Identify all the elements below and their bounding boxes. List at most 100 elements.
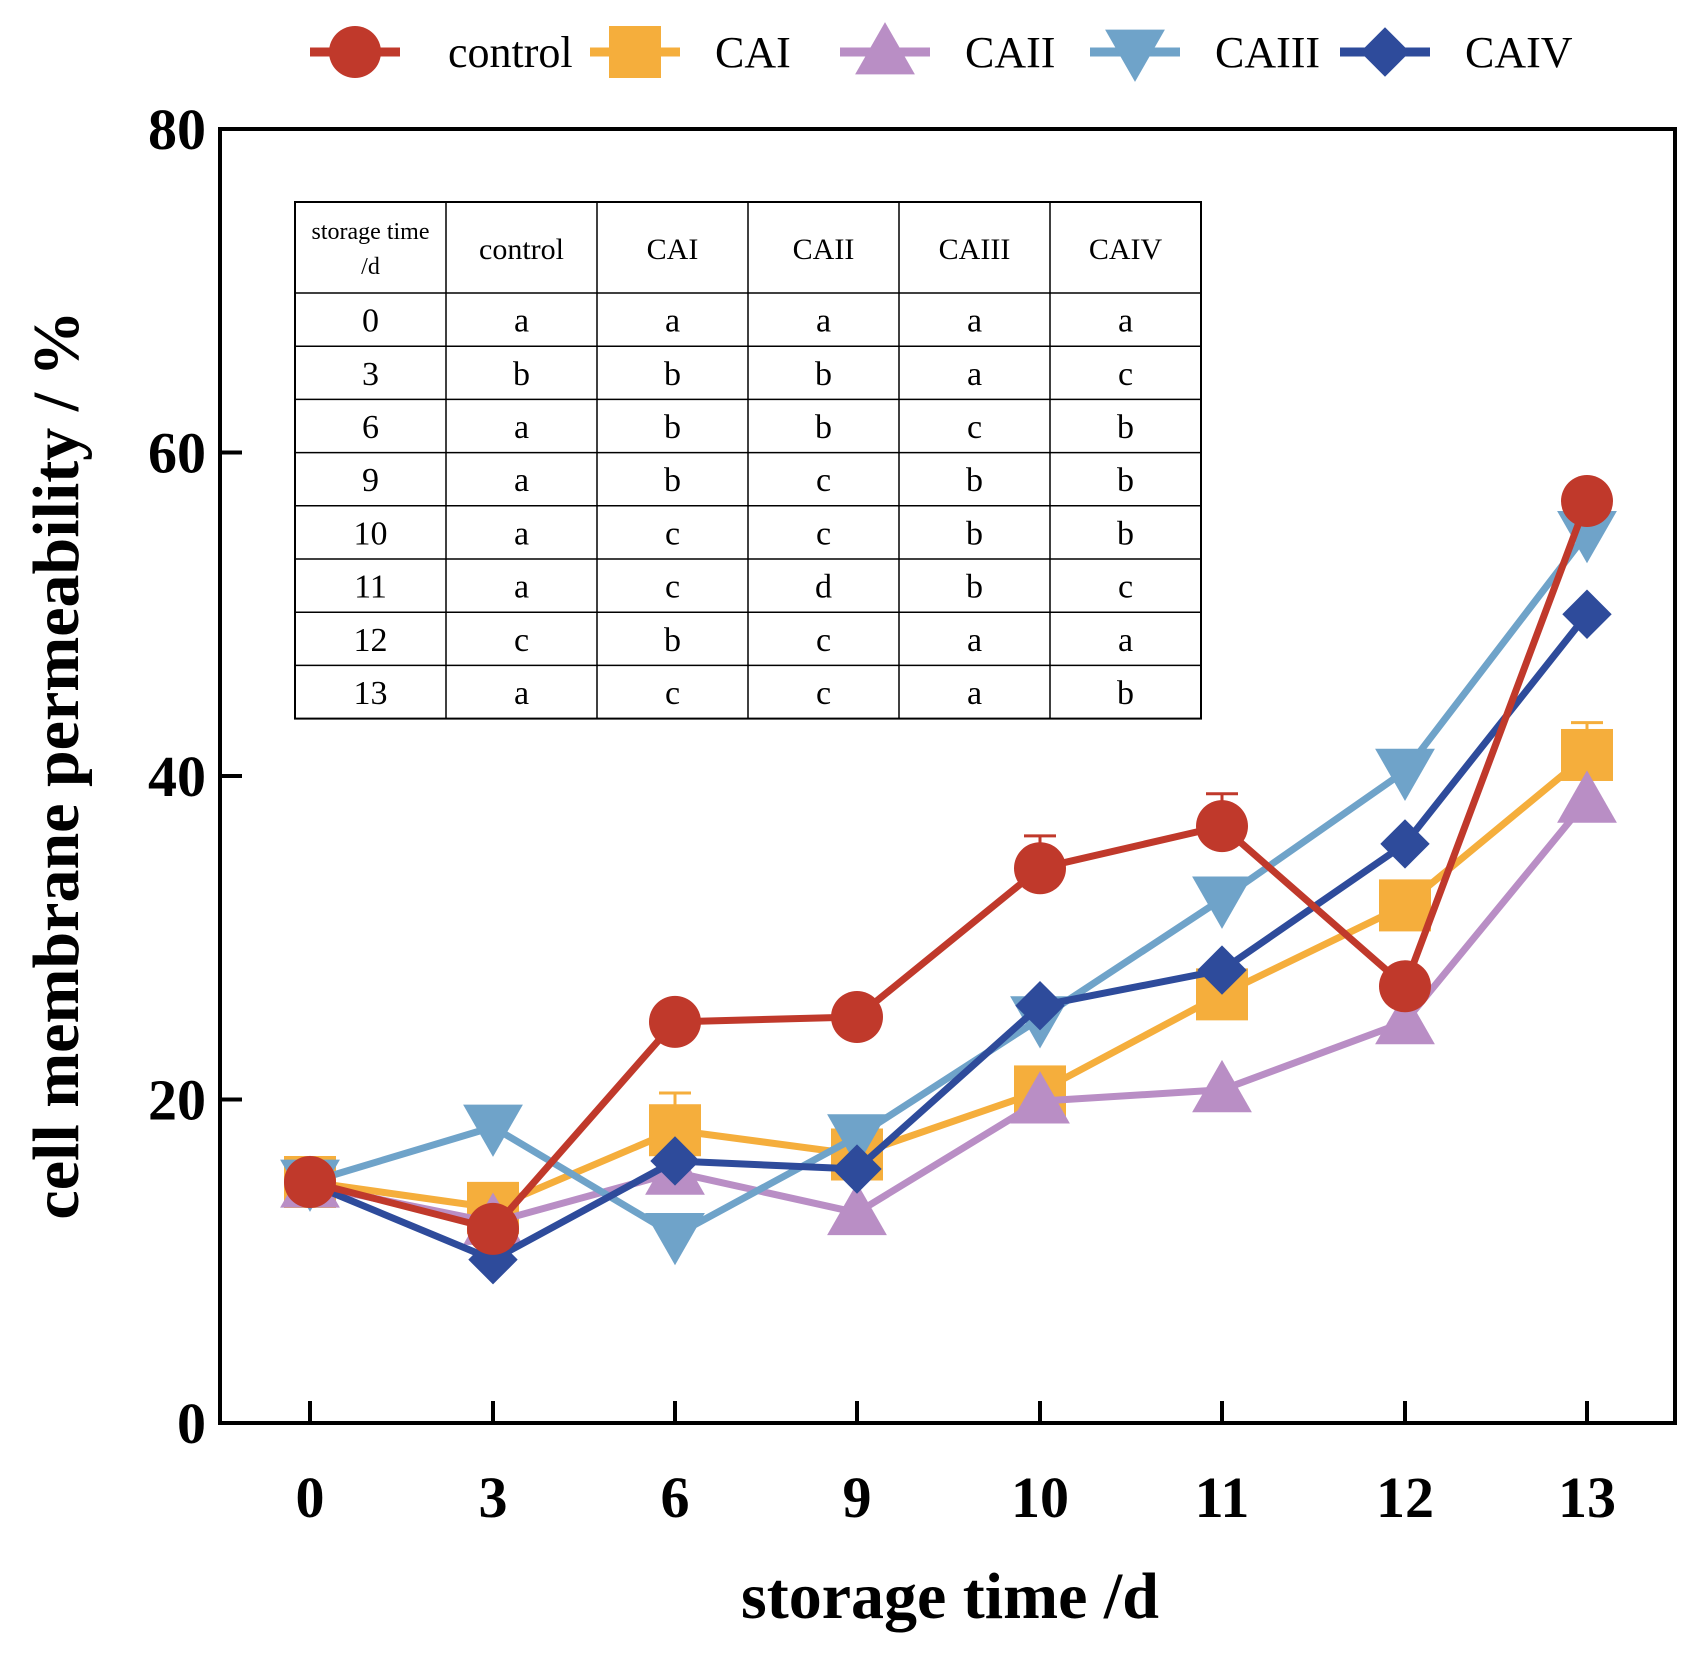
table-day-cell: 0 bbox=[362, 303, 379, 340]
table-letter-cell: c bbox=[1118, 569, 1133, 606]
data-point bbox=[1561, 475, 1613, 528]
legend-label: control bbox=[448, 28, 573, 77]
table-day-cell: 9 bbox=[362, 462, 379, 499]
legend-label: CAIV bbox=[1465, 28, 1573, 77]
data-point bbox=[467, 1202, 519, 1255]
legend-marker bbox=[329, 26, 381, 78]
table-letter-cell: a bbox=[967, 622, 982, 659]
series-control bbox=[284, 475, 1613, 1255]
series-line bbox=[308, 612, 1590, 1264]
table-day-cell: 10 bbox=[354, 515, 388, 552]
legend-item-CAI: CAI bbox=[590, 26, 791, 78]
data-point bbox=[827, 1114, 887, 1167]
table-letter-cell: a bbox=[967, 303, 982, 340]
y-tick-label: 40 bbox=[148, 744, 206, 809]
table-letter-cell: a bbox=[514, 569, 529, 606]
table-header-cell: CAIV bbox=[1089, 233, 1163, 266]
table-letter-cell: a bbox=[514, 409, 529, 446]
table-letter-cell: a bbox=[967, 675, 982, 712]
legend-label: CAI bbox=[715, 28, 791, 77]
table-letter-cell: a bbox=[514, 303, 529, 340]
data-point bbox=[832, 1144, 882, 1194]
table-header-cell: CAI bbox=[647, 233, 699, 266]
table-letter-cell: b bbox=[1117, 675, 1134, 712]
x-tick-label: 0 bbox=[296, 1465, 325, 1530]
table-letter-cell: a bbox=[514, 675, 529, 712]
table-letter-cell: b bbox=[1117, 515, 1134, 552]
x-tick-label: 9 bbox=[843, 1465, 872, 1530]
legend-marker bbox=[609, 26, 661, 78]
table-day-cell: 3 bbox=[362, 356, 379, 393]
table-letter-cell: c bbox=[816, 515, 831, 552]
data-point bbox=[1015, 980, 1065, 1031]
x-axis-title: storage time /d bbox=[741, 1560, 1159, 1633]
legend-marker bbox=[855, 22, 915, 75]
table-day-cell: 11 bbox=[354, 569, 387, 606]
y-tick-label: 80 bbox=[148, 97, 206, 162]
series-line bbox=[309, 798, 1590, 1226]
y-tick-label: 0 bbox=[177, 1391, 206, 1456]
series-group bbox=[280, 475, 1617, 1285]
x-tick-label: 10 bbox=[1011, 1465, 1069, 1530]
table-letter-cell: a bbox=[665, 303, 680, 340]
table-letter-cell: b bbox=[815, 356, 832, 393]
series-line bbox=[309, 499, 1591, 1233]
data-point bbox=[1375, 991, 1435, 1045]
data-point bbox=[1010, 1071, 1070, 1124]
table-day-cell: 12 bbox=[354, 622, 388, 659]
legend-item-CAII: CAII bbox=[840, 22, 1055, 77]
table-letter-cell: b bbox=[966, 515, 983, 552]
data-point bbox=[463, 1104, 523, 1157]
data-point bbox=[1380, 819, 1430, 869]
data-point bbox=[650, 1136, 700, 1186]
legend-item-CAIII: CAIII bbox=[1090, 28, 1320, 82]
table-header-cell: CAII bbox=[793, 233, 855, 266]
table-letter-cell: b bbox=[815, 409, 832, 446]
table-letter-cell: b bbox=[664, 356, 681, 393]
series-CAIII bbox=[280, 510, 1617, 1266]
table-letter-cell: b bbox=[1117, 409, 1134, 446]
series-line bbox=[308, 531, 1590, 1239]
table-letter-cell: a bbox=[1118, 303, 1133, 340]
legend-item-control: control bbox=[310, 26, 573, 78]
data-point bbox=[1197, 945, 1247, 995]
table-letter-cell: c bbox=[514, 622, 529, 659]
table-letter-cell: a bbox=[514, 515, 529, 552]
legend-marker bbox=[1105, 29, 1165, 82]
data-point bbox=[1557, 510, 1617, 564]
table-header-unit: /d bbox=[361, 254, 380, 280]
table-letter-cell: b bbox=[513, 356, 530, 393]
data-point bbox=[1379, 960, 1431, 1013]
data-point bbox=[1192, 876, 1252, 929]
table-letter-cell: c bbox=[665, 515, 680, 552]
table-letter-cell: c bbox=[816, 675, 831, 712]
table-letter-cell: a bbox=[816, 303, 831, 340]
table-letter-cell: c bbox=[816, 622, 831, 659]
x-tick-label: 3 bbox=[479, 1465, 508, 1530]
x-tick-label: 6 bbox=[661, 1465, 690, 1530]
series-CAIV bbox=[285, 589, 1612, 1285]
data-point bbox=[831, 991, 883, 1044]
table-letter-cell: c bbox=[1118, 356, 1133, 393]
table-letter-cell: c bbox=[816, 462, 831, 499]
table-letter-cell: c bbox=[967, 409, 982, 446]
data-point bbox=[1375, 748, 1435, 802]
data-point bbox=[649, 995, 701, 1048]
legend-label: CAIII bbox=[1215, 28, 1320, 77]
legend-label: CAII bbox=[965, 28, 1055, 77]
x-tick-label: 12 bbox=[1376, 1465, 1434, 1530]
data-point bbox=[1557, 770, 1617, 823]
x-tick-label: 11 bbox=[1195, 1465, 1250, 1530]
table-letter-cell: a bbox=[1118, 622, 1133, 659]
table-letter-cell: b bbox=[1117, 462, 1134, 499]
data-point bbox=[1196, 800, 1248, 853]
data-point bbox=[1379, 879, 1431, 932]
legend-item-CAIV: CAIV bbox=[1340, 27, 1573, 77]
data-point bbox=[645, 1212, 705, 1266]
table-header-cell: CAIII bbox=[939, 233, 1011, 266]
y-tick-label: 20 bbox=[148, 1068, 206, 1133]
data-point bbox=[1192, 1059, 1252, 1113]
